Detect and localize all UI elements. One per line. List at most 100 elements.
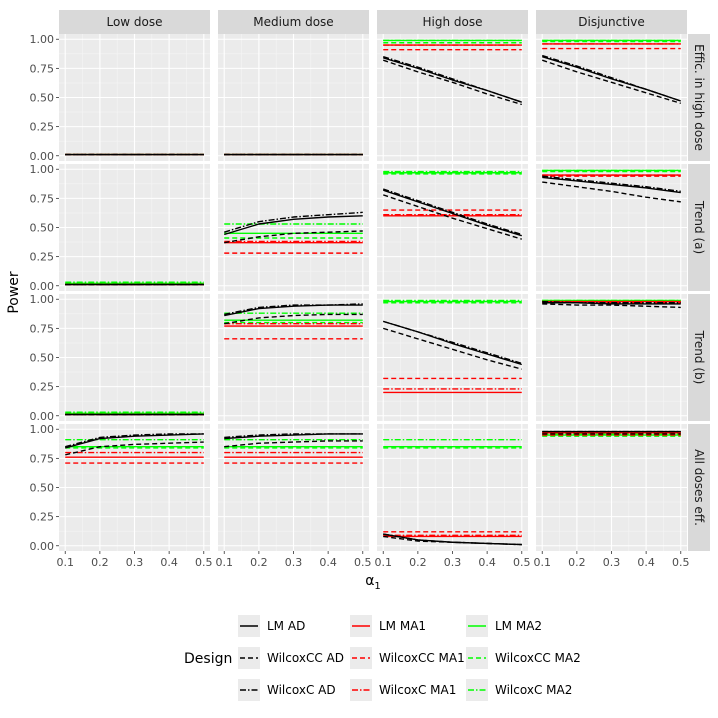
- x-tick-label: 0.1: [533, 556, 551, 569]
- legend-label: LM AD: [267, 619, 305, 633]
- series-line-wilcoxcc-ad: [383, 327, 522, 370]
- strip-low-dose: Low dose: [59, 10, 210, 34]
- y-tick-label: 1.00: [30, 163, 55, 176]
- y-tick-label: 0.25: [30, 511, 55, 524]
- strip-label: High dose: [423, 15, 483, 29]
- legend-label: WilcoxCC MA1: [379, 651, 465, 665]
- strip-label: Medium dose: [253, 15, 333, 29]
- legend-label: WilcoxC MA1: [379, 683, 456, 697]
- y-tick-label: 1.00: [30, 423, 55, 436]
- x-tick-label: 0.5: [672, 556, 690, 569]
- x-tick-label: 0.2: [91, 556, 109, 569]
- series-line-wilcoxcc-ad: [224, 230, 363, 244]
- x-tick-label: 0.4: [637, 556, 655, 569]
- legend-item-wilcoxcc-ma1: WilcoxCC MA1: [350, 647, 465, 669]
- y-tick-label: 0.00: [30, 540, 55, 553]
- strip-background: [688, 34, 710, 161]
- series-line-wilcoxcc-ad: [383, 194, 522, 240]
- legend-label: LM MA1: [379, 619, 426, 633]
- x-axis-title: α1: [365, 573, 381, 592]
- strip-label: Trend (a): [692, 200, 706, 254]
- y-tick-label: 1.00: [30, 293, 55, 306]
- x-tick-label: 0.3: [603, 556, 621, 569]
- y-tick-label: 0.00: [30, 280, 55, 293]
- y-tick-label: 0.50: [30, 482, 55, 495]
- series-line-wilcoxcc-ad: [542, 181, 681, 203]
- legend-label: WilcoxC AD: [267, 683, 336, 697]
- y-tick-label: 0.00: [30, 410, 55, 423]
- panel-trend-b-high-dose: [377, 294, 528, 421]
- series-line-wilcoxc-ad: [542, 54, 681, 102]
- legend-title: Design: [184, 651, 232, 667]
- y-tick-label: 1.00: [30, 33, 55, 46]
- x-axis-title-subscript: 1: [374, 581, 380, 592]
- panel-effic-in-high-dose-high-dose: [377, 34, 528, 161]
- strip-trend-b: Trend (b): [688, 294, 710, 421]
- axes: Power α1 0.000.250.500.751.000.000.250.5…: [6, 33, 690, 592]
- series-line-wilcoxc-ad: [383, 56, 522, 103]
- series-line-wilcoxc-ad: [224, 433, 363, 439]
- legend-label: LM MA2: [495, 619, 542, 633]
- panel-trend-b-medium-dose: [218, 294, 369, 421]
- strip-label: Disjunctive: [578, 15, 645, 29]
- x-tick-label: 0.4: [319, 556, 337, 569]
- y-tick-label: 0.75: [30, 62, 55, 75]
- strip-background: [377, 10, 528, 34]
- strip-label: Low dose: [106, 15, 162, 29]
- series-line-wilcoxcc-ad: [224, 313, 363, 325]
- panel-trend-a-low-dose: [59, 164, 210, 291]
- legend-item-wilcoxc-ad: WilcoxC AD: [238, 679, 336, 701]
- x-tick-label: 0.5: [354, 556, 372, 569]
- y-tick-label: 0.25: [30, 381, 55, 394]
- y-tick-label: 0.50: [30, 92, 55, 105]
- legend-label: WilcoxCC AD: [267, 651, 344, 665]
- series-line-wilcoxc-ad: [224, 211, 363, 233]
- series-line-lm-ad: [542, 176, 681, 194]
- panel-all-doses-eff-disjunctive: [536, 424, 687, 551]
- y-tick-label: 0.25: [30, 251, 55, 264]
- strip-trend-a: Trend (a): [688, 164, 710, 291]
- legend-item-wilcoxcc-ma2: WilcoxCC MA2: [466, 647, 581, 669]
- x-tick-label: 0.4: [160, 556, 178, 569]
- series-line-wilcoxc-ad: [383, 188, 522, 236]
- series-line-wilcoxcc-ad: [65, 441, 204, 456]
- strip-background: [536, 10, 687, 34]
- strip-background: [218, 10, 369, 34]
- series-line-wilcoxcc-ad: [383, 59, 522, 106]
- x-tick-label: 0.4: [478, 556, 496, 569]
- series-line-wilcoxc-ad: [542, 300, 681, 304]
- strip-label: Effic. in high dose: [692, 44, 706, 151]
- series-line-wilcoxc-ad: [65, 433, 204, 448]
- panel-trend-b-low-dose: [59, 294, 210, 421]
- strip-background: [688, 294, 710, 421]
- legend-item-wilcoxc-ma1: WilcoxC MA1: [350, 679, 456, 701]
- panel-effic-in-high-dose-disjunctive: [536, 34, 687, 161]
- x-tick-label: 0.1: [56, 556, 74, 569]
- strip-label: All doses eff.: [692, 449, 706, 526]
- panel-all-doses-eff-medium-dose: [218, 424, 369, 551]
- legend-item-wilcoxc-ma2: WilcoxC MA2: [466, 679, 572, 701]
- x-tick-label: 0.3: [285, 556, 303, 569]
- strip-all-doses-eff: All doses eff.: [688, 424, 710, 551]
- x-tick-label: 0.2: [568, 556, 586, 569]
- panel-trend-a-high-dose: [377, 164, 528, 291]
- panel-all-doses-eff-low-dose: [59, 424, 210, 551]
- x-axis-title-main: α: [365, 573, 374, 589]
- x-tick-label: 0.2: [409, 556, 427, 569]
- x-tick-label: 0.3: [444, 556, 462, 569]
- y-tick-label: 0.50: [30, 222, 55, 235]
- y-tick-label: 0.75: [30, 322, 55, 335]
- series-line-lm-ad: [542, 56, 681, 102]
- strip-background: [688, 164, 710, 291]
- series-line-lm-ad: [383, 57, 522, 103]
- y-axis-title: Power: [6, 271, 22, 314]
- panel-trend-a-disjunctive: [536, 164, 687, 291]
- series-line-wilcoxcc-ad: [224, 440, 363, 448]
- x-tick-label: 0.3: [126, 556, 144, 569]
- y-tick-label: 0.25: [30, 121, 55, 134]
- series-line-wilcoxc-ad: [383, 320, 522, 364]
- legend: Design LM AD WilcoxCC AD WilcoxC AD LM MA1 W…: [184, 615, 581, 701]
- y-tick-label: 0.50: [30, 352, 55, 365]
- x-tick-label: 0.5: [513, 556, 531, 569]
